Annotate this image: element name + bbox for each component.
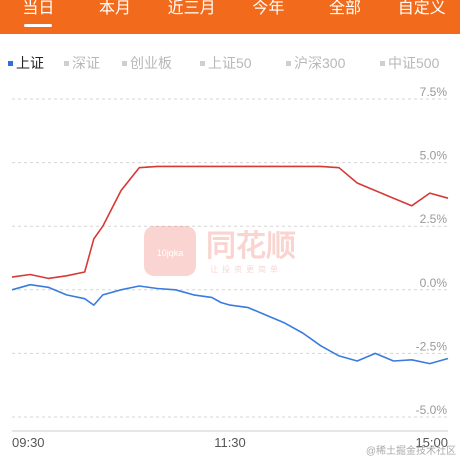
legend-marker: [64, 60, 69, 66]
x-tick-label: 11:30: [214, 435, 246, 450]
series-line-blue: [11, 283, 449, 365]
period-tabbar: 当日 本月 近三月 今年 全部 自定义: [0, 0, 460, 34]
legend-item-shenzhen[interactable]: 深证: [64, 53, 100, 73]
series-line-red: [11, 165, 449, 280]
legend-label: 中证500: [388, 55, 440, 71]
watermark: 10jqka 同花顺 让投资更简单: [144, 226, 296, 276]
legend-item-csi500[interactable]: 中证500: [380, 53, 439, 73]
legend-label: 上证50: [208, 55, 252, 71]
y-tick-label: 2.5%: [420, 212, 448, 226]
legend-item-shanghai[interactable]: 上证: [8, 53, 44, 73]
y-tick-label: -5.0%: [416, 403, 448, 417]
tab-this-month[interactable]: 本月: [99, 0, 132, 17]
tab-custom[interactable]: 自定义: [397, 0, 446, 17]
x-tick-label: 15:00: [415, 435, 448, 450]
index-legend: 上证 深证 创业板 上证50 沪深300 中证500: [0, 50, 460, 74]
legend-label: 沪深300: [294, 55, 346, 71]
y-tick-label: 0.0%: [420, 276, 448, 290]
y-tick-label: 5.0%: [420, 149, 448, 163]
legend-item-csi300[interactable]: 沪深300: [286, 53, 345, 73]
watermark-slogan: 让投资更简单: [210, 264, 282, 274]
source-credit: @稀土掘金技术社区: [365, 446, 456, 457]
legend-label: 创业板: [130, 55, 172, 71]
legend-marker: [380, 60, 385, 66]
legend-item-chinext[interactable]: 创业板: [122, 53, 172, 73]
watermark-brand: 同花顺: [206, 230, 296, 263]
watermark-logo-text: 10jqka: [157, 248, 184, 258]
y-tick-label: -2.5%: [416, 339, 448, 353]
legend-marker: [286, 60, 291, 66]
x-tick-label: 09:30: [12, 435, 45, 450]
legend-marker: [122, 60, 127, 66]
legend-item-sse50[interactable]: 上证50: [200, 53, 252, 73]
legend-marker: [8, 60, 13, 66]
legend-label: 上证: [16, 55, 44, 71]
tab-three-months[interactable]: 近三月: [167, 0, 216, 17]
tab-today[interactable]: 当日: [0, 0, 77, 34]
y-tick-label: 7.5%: [420, 85, 448, 99]
watermark-logo-box: [144, 226, 196, 276]
tab-all[interactable]: 全部: [329, 0, 362, 17]
legend-label: 深证: [72, 55, 100, 71]
legend-marker: [200, 60, 205, 66]
tab-this-year[interactable]: 今年: [252, 0, 285, 17]
